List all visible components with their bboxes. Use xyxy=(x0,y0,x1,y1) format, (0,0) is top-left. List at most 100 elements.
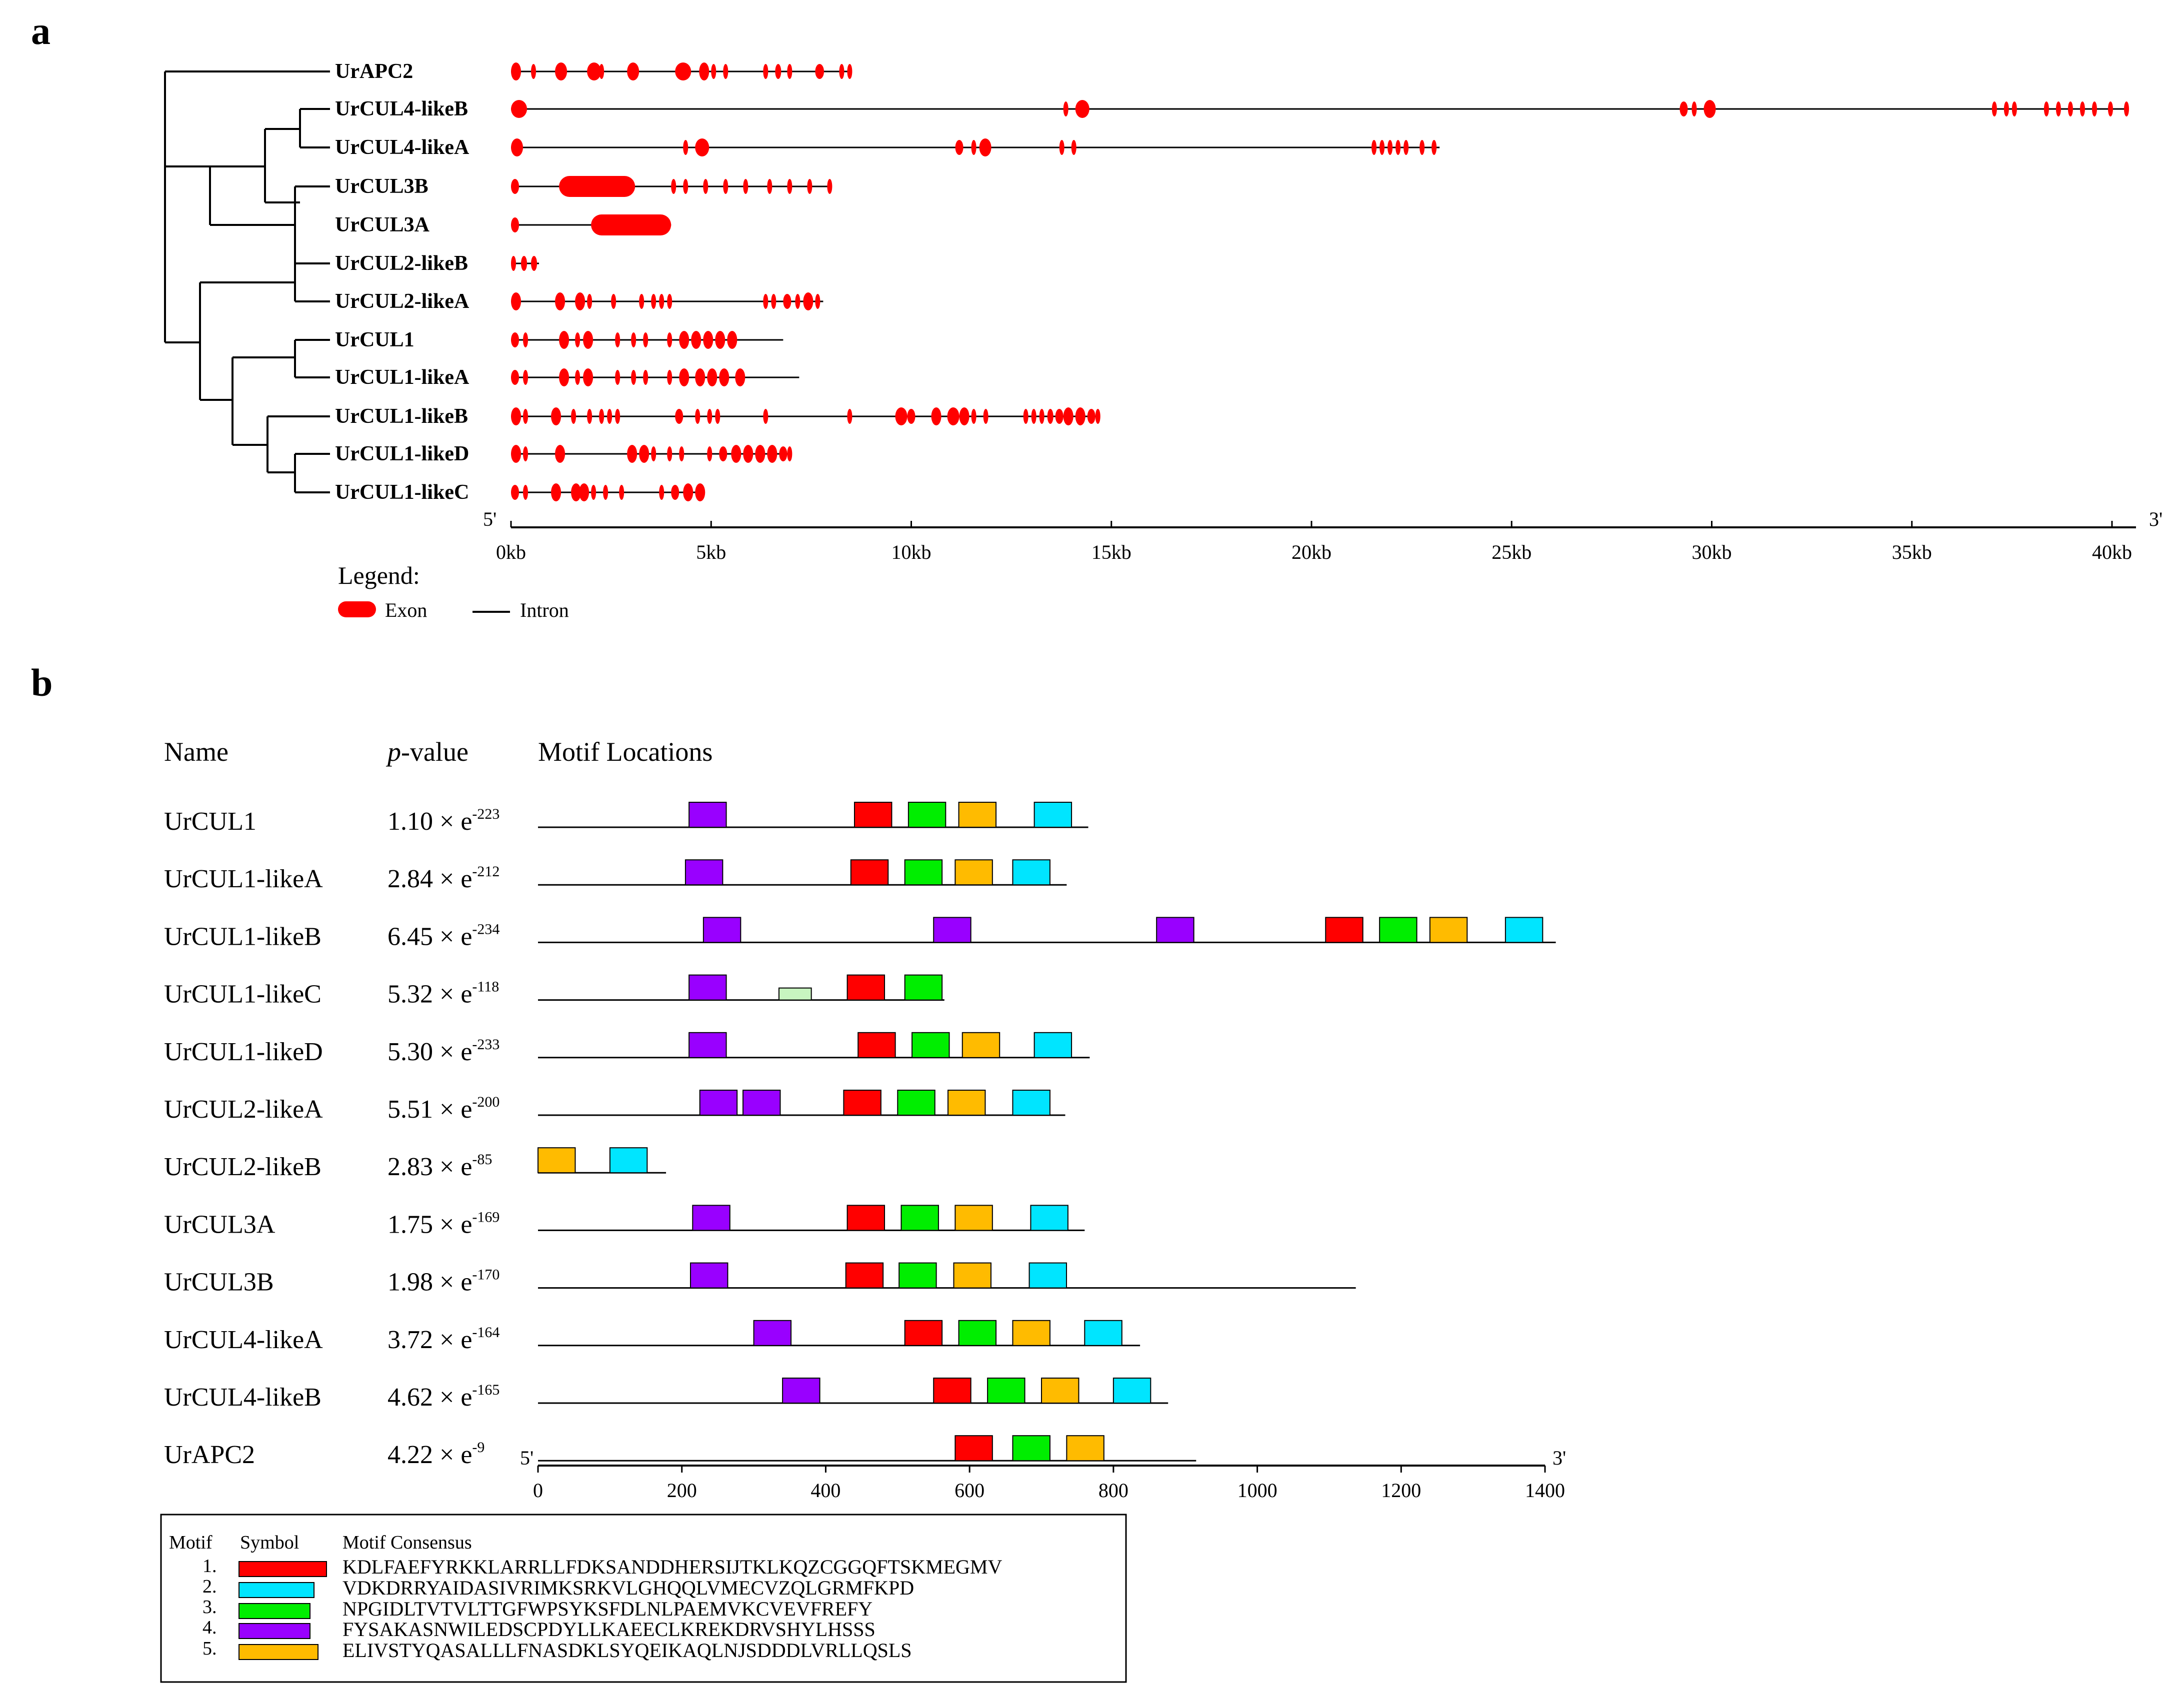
motif-legend-box xyxy=(160,1514,1127,1683)
motif-row: UrCUL2-likeB 2.83 × e-85 xyxy=(164,1147,666,1181)
protein-name: UrAPC2 xyxy=(164,1441,255,1469)
exon xyxy=(667,446,672,461)
motif-5-box xyxy=(954,859,993,886)
exon xyxy=(559,176,636,197)
legend-title: Legend: xyxy=(338,561,420,589)
motif-1-box xyxy=(850,859,889,886)
motif-1-box xyxy=(1325,917,1364,943)
exon xyxy=(763,64,768,79)
exon xyxy=(1420,140,1425,155)
exon xyxy=(1372,140,1377,155)
p-value: 1.10 × e-223 xyxy=(388,806,500,836)
exon xyxy=(523,332,528,347)
exon xyxy=(611,294,616,309)
exon xyxy=(591,214,672,235)
exon xyxy=(1023,409,1028,424)
motif-5-box xyxy=(958,802,997,828)
motif-4-box xyxy=(688,1032,727,1058)
exon xyxy=(627,445,638,463)
exon xyxy=(511,332,520,347)
p-value: 1.98 × e-170 xyxy=(388,1267,500,1297)
exon xyxy=(971,140,976,155)
p-value: 5.51 × e-200 xyxy=(388,1094,500,1124)
exon xyxy=(2092,101,2097,116)
protein-name: UrCUL3B xyxy=(164,1268,274,1297)
protein-name: UrCUL1-likeD xyxy=(164,1038,323,1066)
exon xyxy=(627,62,640,80)
three-prime-label: 3' xyxy=(2149,508,2162,530)
legend-consensus-4: FYSAKASNWILEDSCPDYLLKAEECLKREKDRVSHYLHSS… xyxy=(342,1618,876,1641)
motif-2-box xyxy=(1012,1090,1050,1116)
exon xyxy=(1071,140,1076,155)
exon xyxy=(511,485,520,500)
motif-2-box xyxy=(1034,802,1072,828)
legend-num-4: 4. xyxy=(202,1617,217,1638)
motif-4-box xyxy=(688,802,727,828)
motif-2-box xyxy=(1028,1262,1067,1289)
exon xyxy=(1047,409,1054,424)
exon xyxy=(575,292,586,310)
protein-name: UrCUL4-likeA xyxy=(164,1326,323,1354)
exon xyxy=(775,64,782,79)
legend-num-2: 2. xyxy=(202,1576,217,1597)
exon xyxy=(523,370,528,385)
motif-1-box xyxy=(954,1435,993,1462)
exon xyxy=(959,407,970,425)
exon xyxy=(787,64,792,79)
axis-tick-label: 1000 xyxy=(1238,1479,1278,1502)
motif-4-box xyxy=(688,974,727,1001)
exon xyxy=(1396,140,1401,155)
exon xyxy=(1087,409,1096,424)
exon xyxy=(703,331,714,349)
exon xyxy=(755,445,766,463)
protein-name: UrCUL3A xyxy=(164,1210,276,1239)
motif-3-symbol xyxy=(238,1603,310,1619)
motif-5-box xyxy=(947,1090,986,1116)
motif-legend: Motif Symbol Motif Consensus 1. KDLFAEFY… xyxy=(160,1514,1127,1683)
exon xyxy=(815,64,824,79)
exon xyxy=(783,294,792,309)
motif-5-box xyxy=(953,1262,992,1289)
exon xyxy=(575,370,580,385)
exon xyxy=(607,409,612,424)
motif-3-box xyxy=(904,974,943,1001)
exon xyxy=(1063,101,1068,116)
exon xyxy=(651,294,656,309)
exon xyxy=(795,294,800,309)
exon xyxy=(511,370,520,385)
motif-4-symbol xyxy=(238,1623,310,1639)
axis-tick-label: 20kb xyxy=(1292,541,1332,563)
gene-label: UrAPC2 xyxy=(335,60,413,83)
gene-labels: UrAPC2 UrCUL4-likeB UrCUL4-likeA UrCUL3B… xyxy=(335,60,470,504)
motif-1-box xyxy=(858,1032,896,1058)
motif-4-box xyxy=(742,1090,781,1116)
exon xyxy=(615,332,620,347)
motif-2-box xyxy=(1504,917,1544,943)
motif-3-box xyxy=(1379,917,1418,943)
exon xyxy=(1095,409,1100,424)
legend-consensus-1: KDLFAEFYRKKLARRLLFDKSANDDHERSIJTKLKQZCGG… xyxy=(342,1556,1002,1578)
exon xyxy=(555,62,568,80)
exon xyxy=(643,332,648,347)
motif-4-box xyxy=(753,1320,792,1346)
motif-4-box xyxy=(702,917,742,943)
gene-label: UrCUL3B xyxy=(335,175,428,198)
protein-name: UrCUL1-likeC xyxy=(164,980,322,1009)
motif-5-symbol xyxy=(238,1644,318,1660)
exon xyxy=(603,485,608,500)
motif-1-box xyxy=(904,1320,943,1346)
exon xyxy=(667,294,672,309)
exon xyxy=(643,370,648,385)
exon xyxy=(551,483,562,501)
axis-tick-label: 25kb xyxy=(1492,541,1532,563)
exon xyxy=(587,62,602,80)
axis-tick-label: 35kb xyxy=(1892,541,1932,563)
motif-2-box xyxy=(1030,1205,1068,1231)
exon xyxy=(807,179,812,194)
motif-3-box xyxy=(987,1378,1026,1404)
motif-5-box xyxy=(1429,917,1468,943)
axis-tick-label: 0 xyxy=(533,1479,543,1502)
motif-2-box xyxy=(1012,859,1050,886)
exon xyxy=(559,331,570,349)
motif-1-symbol xyxy=(238,1561,327,1577)
